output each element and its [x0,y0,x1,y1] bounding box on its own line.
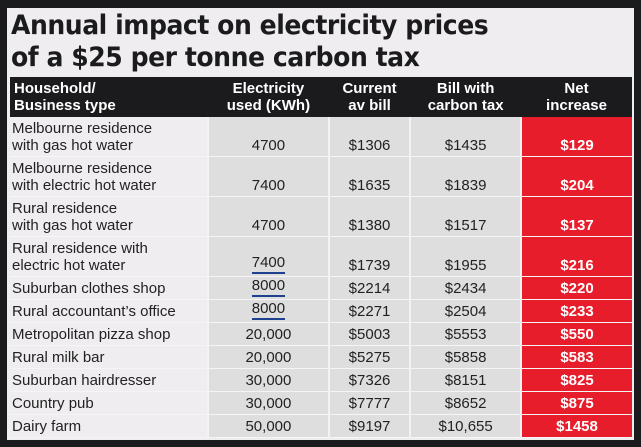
electricity-used-cell: 7400 [207,156,329,197]
current-bill-cell: $7777 [327,391,411,415]
net-increase-cell: $550 [520,322,632,346]
bill-with-tax-cell: $10,655 [409,414,521,438]
kwh-underlined-value: 8000 [251,278,286,297]
business-type-cell: Melbourne residence with gas hot water [10,117,208,157]
header-electricity-used: Electricity used (KWh) [208,77,329,117]
title-line-1: Annual impact on electricity prices [11,10,489,41]
net-increase-cell: $129 [520,117,632,157]
electricity-used-cell: 8000 [207,299,329,323]
bill-with-tax-cell: $8151 [409,368,521,392]
business-type-cell: Suburban clothes shop [10,276,208,300]
bill-with-tax-cell: $1839 [409,156,521,197]
net-increase-cell: $220 [520,276,632,300]
kwh-underlined-value: 7400 [251,255,286,274]
business-type-cell: Rural residence with electric hot water [10,236,208,277]
electricity-used-cell: 7400 [207,236,329,277]
table-row: Metropolitan pizza shop 20,000 $5003 $5553 $… [10,322,632,346]
bill-with-tax-cell: $1517 [409,196,521,237]
net-increase-cell: $216 [520,236,632,277]
business-type-cell: Rural milk bar [10,345,208,369]
business-type-cell: Dairy farm [10,414,208,438]
table-row: Rural milk bar 20,000 $5275 $5858 $583 [10,345,632,369]
electricity-used-cell: 20,000 [207,322,329,346]
current-bill-cell: $2214 [327,276,411,300]
table-row: Melbourne residence with electric hot wat… [10,156,632,197]
current-bill-cell: $7326 [327,368,411,392]
business-type-cell: Suburban hairdresser [10,368,208,392]
current-bill-cell: $1635 [327,156,411,197]
net-increase-cell: $875 [520,391,632,415]
electricity-used-cell: 8000 [207,276,329,300]
header-row: Household/Business type Electricity used … [10,77,632,117]
bill-with-tax-cell: $5858 [409,345,521,369]
header-business-type: Household/Business type [10,77,208,117]
electricity-used-cell: 50,000 [207,414,329,438]
business-type-cell: Rural residence with gas hot water [10,196,208,237]
business-type-cell: Rural accountant’s office [10,299,208,323]
title-line-2: of a $25 per tonne carbon tax [11,42,420,73]
bill-with-tax-cell: $2504 [409,299,521,323]
current-bill-cell: $1380 [327,196,411,237]
business-type-cell: Country pub [10,391,208,415]
current-bill-cell: $5003 [327,322,411,346]
table-row: Rural residence with electric hot water 74… [10,236,632,277]
net-increase-cell: $137 [520,196,632,237]
table-row: Rural accountant’s office 8000 $2271 $2504 $… [10,299,632,323]
current-bill-cell: $5275 [327,345,411,369]
bill-with-tax-cell: $8652 [409,391,521,415]
business-type-cell: Metropolitan pizza shop [10,322,208,346]
current-bill-cell: $1739 [327,236,411,277]
electricity-used-cell: 4700 [207,117,329,157]
bill-with-tax-cell: $2434 [409,276,521,300]
table-row: Rural residence with gas hot water 4700 $13… [10,196,632,237]
electricity-used-cell: 30,000 [207,368,329,392]
electricity-used-cell: 20,000 [207,345,329,369]
chart-title: Annual impact on electricity prices of a… [11,10,489,74]
net-increase-cell: $825 [520,368,632,392]
current-bill-cell: $2271 [327,299,411,323]
business-type-cell: Melbourne residence with electric hot wat… [10,156,208,197]
current-bill-cell: $9197 [327,414,411,438]
header-net-increase: Net increase [521,77,632,117]
bill-with-tax-cell: $5553 [409,322,521,346]
table-row: Country pub 30,000 $7777 $8652 $875 [10,391,632,415]
header-current-bill: Current av bill [328,77,411,117]
bill-with-tax-cell: $1435 [409,117,521,157]
electricity-used-cell: 4700 [207,196,329,237]
table-row: Suburban hairdresser 30,000 $7326 $8151 $825 [10,368,632,392]
kwh-underlined-value: 8000 [251,301,286,320]
price-impact-table: Household/Business type Electricity used … [10,77,632,438]
net-increase-cell: $583 [520,345,632,369]
header-bill-with-tax: Bill with carbon tax [410,77,521,117]
net-increase-cell: $204 [520,156,632,197]
net-increase-cell: $1458 [520,414,632,438]
net-increase-cell: $233 [520,299,632,323]
infographic-panel: Annual impact on electricity prices of a… [7,8,634,440]
table-row: Melbourne residence with gas hot water 470… [10,117,632,157]
current-bill-cell: $1306 [327,117,411,157]
bill-with-tax-cell: $1955 [409,236,521,277]
table-row: Suburban clothes shop 8000 $2214 $2434 $220 [10,276,632,300]
electricity-used-cell: 30,000 [207,391,329,415]
table-row: Dairy farm 50,000 $9197 $10,655 $1458 [10,414,632,438]
